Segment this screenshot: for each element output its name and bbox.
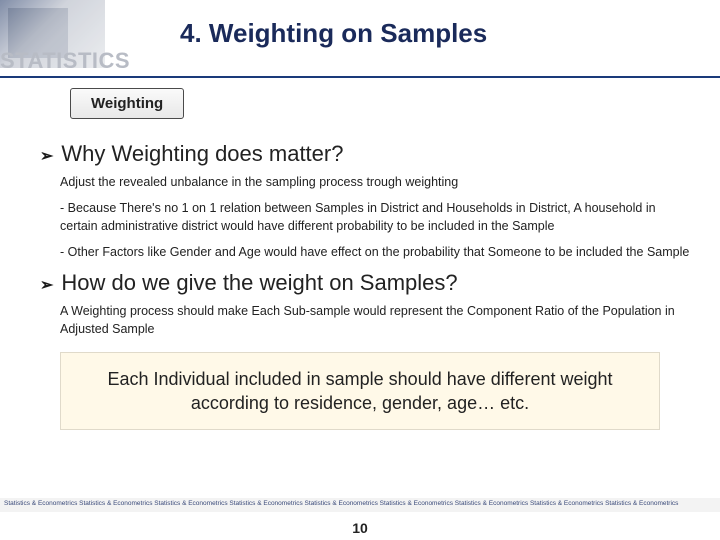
highlight-callout: Each Individual included in sample shoul… [60, 352, 660, 431]
page-number: 10 [0, 520, 720, 536]
paragraph-4: A Weighting process should make Each Sub… [60, 302, 690, 338]
question-2-text: How do we give the weight on Samples? [61, 270, 457, 296]
paragraph-2: - Because There's no 1 on 1 relation bet… [60, 199, 690, 235]
page-title: 4. Weighting on Samples [180, 18, 487, 49]
arrow-icon: ➢ [40, 146, 53, 166]
paragraph-3: - Other Factors like Gender and Age woul… [60, 243, 690, 261]
slide-header: 4. Weighting on Samples STATISTICS [0, 0, 720, 78]
arrow-icon: ➢ [40, 275, 53, 295]
question-1-text: Why Weighting does matter? [61, 141, 343, 167]
question-2: ➢ How do we give the weight on Samples? [40, 270, 690, 296]
brand-label: STATISTICS [0, 48, 130, 74]
section-tab: Weighting [70, 88, 184, 119]
question-1: ➢ Why Weighting does matter? [40, 141, 690, 167]
paragraph-1: Adjust the revealed unbalance in the sam… [60, 173, 690, 191]
footer-strip: Statistics & Econometrics Statistics & E… [0, 498, 720, 512]
slide-content: Weighting ➢ Why Weighting does matter? A… [0, 78, 720, 430]
